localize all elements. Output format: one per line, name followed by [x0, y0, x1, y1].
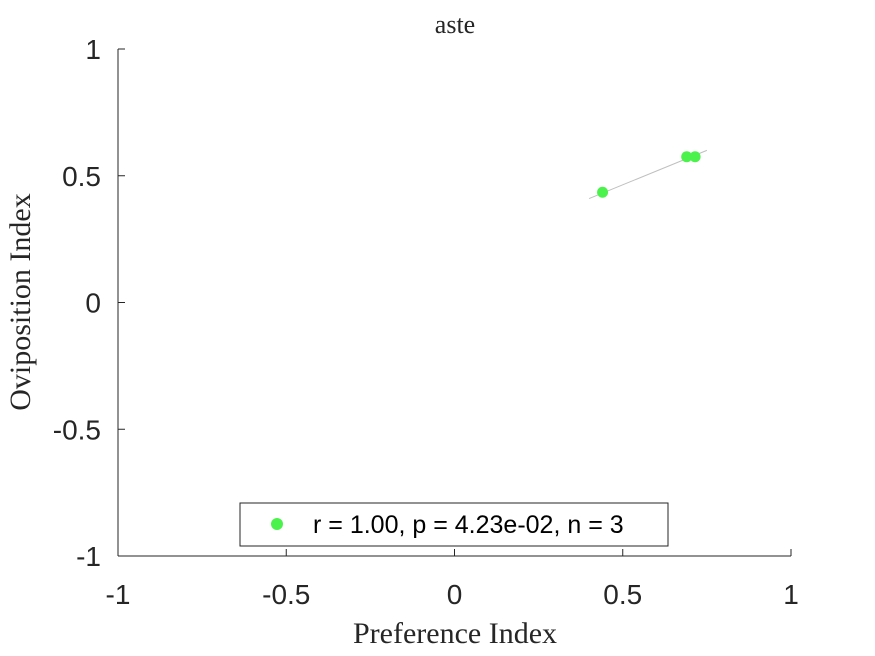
data-point [681, 151, 693, 163]
x-tick-label: -1 [106, 579, 131, 610]
x-axis-label: Preference Index [353, 617, 557, 650]
y-tick-label: -1 [76, 541, 101, 572]
axes [117, 49, 791, 557]
y-axis-label: Oviposition Index [4, 193, 37, 411]
x-tick-label: 0 [447, 579, 463, 610]
x-tick-label: -0.5 [262, 579, 310, 610]
legend-label: r = 1.00, p = 4.23e-02, n = 3 [313, 511, 624, 539]
y-tick-label: 0.5 [62, 161, 101, 192]
chart-title: aste [435, 10, 475, 39]
legend-box [239, 502, 669, 547]
data-point [597, 186, 609, 198]
x-tick-label: 0.5 [603, 579, 642, 610]
data-point [689, 151, 701, 163]
legend-marker [271, 518, 283, 530]
y-tick-label: -0.5 [53, 414, 101, 445]
x-ticks: -1 -0.5 0 0.5 1 [106, 549, 799, 610]
legend: r = 1.00, p = 4.23e-02, n = 3 [239, 502, 669, 547]
y-tick-label: 0 [85, 288, 101, 319]
y-ticks: -1 -0.5 0 0.5 1 [53, 34, 125, 572]
data-points [597, 151, 701, 198]
y-tick-label: 1 [85, 34, 101, 65]
x-tick-label: 1 [783, 579, 799, 610]
